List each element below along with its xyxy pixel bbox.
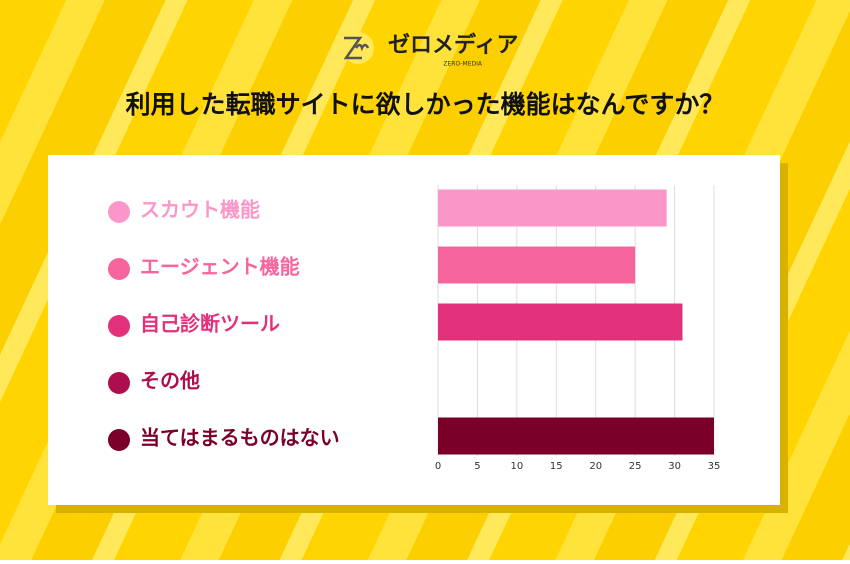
x-tick-label: 30 bbox=[668, 461, 681, 472]
bar bbox=[438, 303, 683, 341]
x-tick-label: 20 bbox=[589, 461, 602, 472]
x-tick-label: 5 bbox=[474, 461, 480, 472]
x-tick-label: 0 bbox=[435, 461, 441, 472]
logo-badge bbox=[342, 32, 374, 64]
x-tick-label: 25 bbox=[629, 461, 642, 472]
legend-dot bbox=[108, 315, 130, 337]
x-tick-label: 10 bbox=[510, 461, 523, 472]
category-label: エージェント機能 bbox=[140, 255, 300, 279]
legend-dot bbox=[108, 372, 130, 394]
bar bbox=[438, 189, 667, 227]
legend-dot bbox=[108, 258, 130, 280]
category-label: 当てはまるものはない bbox=[140, 426, 340, 450]
logo-mark bbox=[343, 36, 370, 60]
bar bbox=[438, 417, 714, 455]
category-label: その他 bbox=[140, 369, 200, 393]
legend-dot bbox=[108, 429, 130, 451]
chart-title: 利用した転職サイトに欲しかった機能はなんですか？ bbox=[126, 90, 725, 119]
category-label: 自己診断ツール bbox=[140, 312, 280, 336]
logo-sub: ZERO-MEDIA bbox=[443, 61, 482, 68]
logo-name: ゼロメディア bbox=[388, 32, 518, 58]
category-label: スカウト機能 bbox=[140, 198, 260, 222]
x-tick-label: 15 bbox=[550, 461, 563, 472]
bar bbox=[438, 246, 636, 284]
legend-dot bbox=[108, 201, 130, 223]
x-tick-label: 35 bbox=[708, 461, 721, 472]
